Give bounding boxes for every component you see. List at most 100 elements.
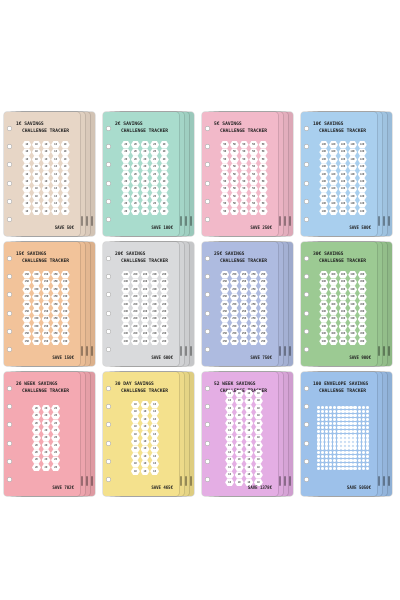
envelope-cell	[361, 417, 366, 422]
savings-cell: 20€	[140, 300, 150, 308]
savings-cell: 5€	[258, 178, 268, 186]
tracker-title: 25€ SAVINGS CHALLENGE TRACKER	[214, 251, 276, 265]
savings-cell: 10€	[357, 192, 367, 201]
tracker-title: 30 DAY SAVINGS CHALLENGE TRACKER	[115, 381, 177, 395]
savings-cell: 5€	[220, 148, 230, 156]
savings-cell: 10€	[319, 170, 329, 178]
savings-cell: 30€	[328, 308, 338, 316]
savings-cell: 2€	[150, 155, 160, 164]
envelope-cell	[349, 462, 353, 467]
savings-cell: 20€	[121, 293, 131, 301]
sheet-edge-mark	[284, 476, 286, 486]
envelope-cell	[328, 446, 333, 450]
savings-cell: 1€	[22, 163, 32, 171]
savings-cell: 15€	[51, 330, 61, 338]
binder-hole	[106, 386, 111, 391]
savings-cell: 5€	[229, 155, 239, 164]
savings-cell: 5€	[229, 200, 239, 208]
envelope-cell	[341, 430, 345, 434]
envelope-cell	[341, 434, 345, 438]
envelope-cell	[316, 413, 321, 418]
envelope-cell	[316, 438, 321, 442]
envelope-cell	[365, 417, 370, 422]
sheet-edge-mark	[91, 216, 93, 226]
envelope-cell	[328, 425, 333, 430]
savings-cell: 1€	[41, 192, 51, 201]
savings-cell: 20€	[159, 330, 169, 338]
envelope-cell	[328, 466, 333, 471]
binder-holes	[106, 126, 111, 222]
savings-cell: 2€	[31, 434, 41, 442]
envelope-cell	[316, 442, 321, 446]
savings-cell: 30€	[328, 285, 338, 294]
tracker-title-line1: 5€ SAVINGS	[214, 122, 242, 127]
sheet-edge-mark	[284, 216, 286, 226]
envelope-cell	[337, 430, 341, 434]
savings-cell: 1€	[130, 408, 140, 416]
savings-cell: 20€	[150, 278, 160, 286]
savings-cell: 20€	[150, 271, 160, 279]
sheet-edge-mark	[388, 216, 390, 226]
savings-cell: 5€	[220, 163, 230, 171]
envelope-cell	[333, 434, 337, 438]
envelope-cell	[353, 458, 357, 463]
sheet-edge-mark	[383, 216, 385, 226]
savings-cell: 25€	[220, 293, 230, 301]
envelope-cell	[365, 425, 370, 430]
savings-cell: 20€	[121, 271, 131, 279]
savings-cell: 25€	[258, 322, 268, 331]
savings-cell: 1€	[51, 200, 61, 208]
savings-cell: 5€	[249, 192, 259, 201]
tracker-title: 1€ SAVINGS CHALLENGE TRACKER	[16, 121, 78, 135]
savings-cell: 1€	[253, 412, 263, 420]
binder-hole	[106, 404, 111, 410]
sheet-edge-mark	[86, 216, 88, 226]
savings-cell: 20€	[140, 322, 150, 331]
binder-hole	[304, 422, 309, 428]
save-total: SAVE 500€	[349, 225, 371, 230]
binder-hole	[7, 328, 12, 334]
envelope-cell	[341, 417, 345, 422]
hexagon-grid: 20€ 20€ 20€ 20€ 20€ 20€ 20€ 20€ 20€ 20€ 20€ 20€ 20€ 2…	[121, 271, 169, 345]
savings-cell: 5€	[239, 185, 249, 193]
envelope-cell	[328, 450, 333, 454]
binder-hole	[304, 126, 309, 131]
tracker-product-5: 15€ SAVINGS CHALLENGE TRACKER 15€ 15€ 15€ 15€…	[4, 242, 98, 366]
envelope-cell	[357, 421, 361, 426]
envelope-cell	[324, 417, 329, 422]
envelope-cell	[316, 430, 321, 434]
savings-cell: 30€	[357, 330, 367, 338]
savings-cell: 1€	[244, 478, 254, 487]
savings-cell: 1€	[244, 397, 254, 405]
sheet-edge-mark	[180, 346, 182, 356]
savings-cell: 20€	[121, 337, 131, 345]
tracker-title-line1: 100 ENVELOPE SAVINGS	[313, 382, 369, 387]
savings-cell: 2€	[41, 419, 51, 427]
envelope-cell	[349, 425, 353, 430]
savings-cell: 1€	[253, 426, 263, 435]
envelope-cell	[361, 409, 366, 413]
envelope-cell	[337, 454, 341, 459]
savings-cell: 1€	[234, 463, 244, 472]
savings-cell: 1€	[253, 434, 263, 442]
savings-cell: 2€	[31, 449, 41, 457]
tracker-product-2: 2€ SAVINGS CHALLENGE TRACKER 2€ 2€ 2€ 2€ 2€ 2€ 2…	[103, 112, 197, 236]
savings-cell: 2€	[159, 192, 169, 201]
savings-cell: 15€	[51, 315, 61, 323]
tracker-title-line1: 25€ SAVINGS	[214, 252, 245, 257]
savings-cell: 20€	[140, 315, 150, 323]
binder-hole	[106, 216, 111, 222]
savings-cell: 1€	[51, 207, 61, 215]
tracker-title: 10€ SAVINGS CHALLENGE TRACKER	[313, 121, 375, 135]
binder-hole	[7, 476, 12, 482]
binder-hole	[304, 328, 309, 334]
envelope-cell	[316, 425, 321, 430]
savings-cell: 2€	[121, 207, 131, 215]
savings-cell: 5€	[258, 163, 268, 171]
savings-cell: 1€	[234, 449, 244, 457]
savings-cell: 5€	[220, 207, 230, 215]
sheet-edge-mark	[185, 476, 187, 486]
savings-cell: 30€	[348, 285, 358, 294]
savings-cell: 10€	[357, 141, 367, 149]
savings-cell: 10€	[348, 163, 358, 171]
